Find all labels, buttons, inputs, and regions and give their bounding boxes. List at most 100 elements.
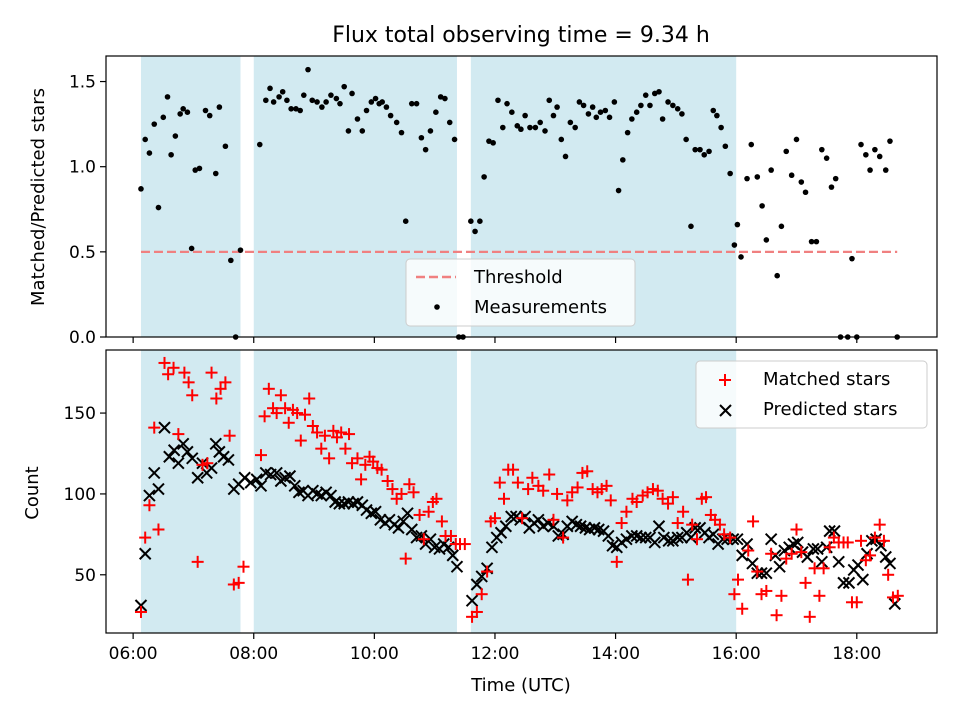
measurement-point	[202, 107, 209, 114]
matched-star-point	[270, 407, 283, 420]
measurement-point	[744, 175, 750, 182]
bottom-panel: 50 100 150 06:00 08:00 10:00 12:00 14:00 16:00 1…	[22, 349, 938, 696]
x-tick-label: 12:00	[470, 644, 519, 664]
matched-star-point	[551, 487, 564, 500]
measurement-point	[305, 66, 311, 73]
matched-stars-points	[134, 356, 904, 623]
predicted-marker-stroke	[707, 528, 720, 541]
matched-star-point	[403, 478, 416, 491]
matched-star-point	[700, 491, 713, 504]
predicted-star-point	[134, 599, 148, 612]
predicted-star-point	[450, 560, 464, 573]
measurement-point	[882, 167, 889, 173]
measurement-point	[562, 153, 569, 160]
predicted-marker-stroke	[310, 487, 324, 501]
predicted-marker-stroke	[570, 518, 583, 531]
measurement-point	[798, 179, 805, 185]
measurement-point	[398, 129, 405, 136]
matched-star-point	[522, 483, 535, 496]
measurement-point	[293, 105, 299, 112]
predicted-marker-stroke	[167, 444, 181, 457]
predicted-star-point	[547, 520, 560, 533]
matched-star-point	[232, 576, 245, 589]
x-tick-label: 08:00	[229, 644, 278, 664]
matched-star-point	[475, 588, 488, 601]
predicted-marker-stroke	[342, 495, 355, 509]
predicted-star-point	[369, 505, 382, 518]
predicted-marker-stroke	[152, 482, 165, 496]
matched-star-point	[543, 468, 556, 481]
measurement-point	[341, 83, 348, 90]
predicted-marker-stroke	[837, 576, 850, 590]
predicted-marker-stroke	[634, 531, 648, 544]
measurement-point	[633, 109, 640, 115]
predicted-marker-stroke	[324, 489, 338, 502]
measurement-point	[172, 133, 179, 139]
predicted-marker-stroke	[764, 532, 778, 546]
x-tick-label: 10:00	[350, 644, 399, 664]
predicted-marker-stroke	[209, 437, 222, 451]
matched-star-point	[444, 529, 457, 542]
predicted-marker-stroke	[244, 476, 257, 489]
predicted-star-point	[505, 510, 518, 523]
top-legend: Threshold Measurements	[405, 258, 636, 327]
matched-star-point	[219, 376, 232, 389]
predicted-marker-stroke	[856, 573, 870, 586]
matched-star-point	[134, 605, 147, 618]
predicted-star-point	[405, 523, 418, 536]
matched-star-point	[237, 560, 250, 573]
predicted-star-point	[365, 507, 378, 520]
predicted-star-point	[570, 518, 583, 531]
top-x-ticks	[132, 337, 858, 343]
predicted-star-point	[773, 560, 786, 573]
matched-star-point	[742, 544, 755, 557]
y-tick-label: 0.5	[69, 243, 96, 263]
predicted-star-point	[731, 532, 744, 546]
predicted-marker-stroke	[832, 555, 845, 569]
predicted-star-point	[181, 445, 194, 459]
predicted-marker-stroke	[606, 539, 619, 552]
predicted-marker-stroke	[579, 521, 592, 535]
predicted-marker-stroke	[148, 466, 161, 480]
matched-star-point	[651, 484, 664, 497]
measurement-point	[387, 112, 394, 119]
measurement-point	[297, 107, 303, 114]
matched-star-point	[507, 463, 520, 476]
predicted-star-point	[244, 476, 257, 489]
matched-star-point	[630, 496, 643, 509]
measurement-point	[164, 94, 171, 100]
measurement-point	[759, 203, 765, 209]
measurement-point	[422, 146, 429, 153]
predicted-marker-stroke	[883, 557, 897, 570]
top-y-axis-label: Matched/Predicted stars	[28, 88, 49, 306]
predicted-marker-stroke	[828, 524, 841, 538]
measurement-point	[602, 107, 609, 114]
matched-legend-label: Matched stars	[763, 369, 890, 390]
matched-star-point	[318, 429, 331, 442]
predicted-marker-stroke	[254, 479, 268, 493]
measurement-point	[279, 88, 286, 95]
measurement-point	[368, 99, 375, 105]
predicted-star-point	[883, 557, 897, 570]
matched-star-point	[186, 389, 199, 402]
predicted-marker-stroke	[662, 534, 675, 548]
matched-star-point	[282, 416, 295, 429]
measurement-point	[546, 97, 553, 104]
measurement-point	[701, 151, 708, 158]
measurement-point	[276, 94, 282, 100]
measurement-point	[402, 218, 409, 224]
measurement-point	[697, 146, 703, 153]
measurement-point	[683, 136, 689, 143]
predicted-star-point	[832, 555, 845, 569]
measurement-point	[300, 92, 307, 98]
x-tick-label: 16:00	[712, 644, 761, 664]
predicted-marker-stroke	[815, 555, 829, 569]
y-tick-label: 1.0	[69, 158, 96, 178]
measurement-point	[328, 92, 334, 98]
y-tick-label: 150	[64, 404, 96, 424]
predicted-marker-stroke	[807, 542, 820, 556]
y-tick-label: 50	[74, 566, 96, 586]
predicted-marker-stroke	[172, 456, 185, 470]
matched-star-point	[214, 382, 227, 395]
measurement-point	[192, 167, 199, 173]
